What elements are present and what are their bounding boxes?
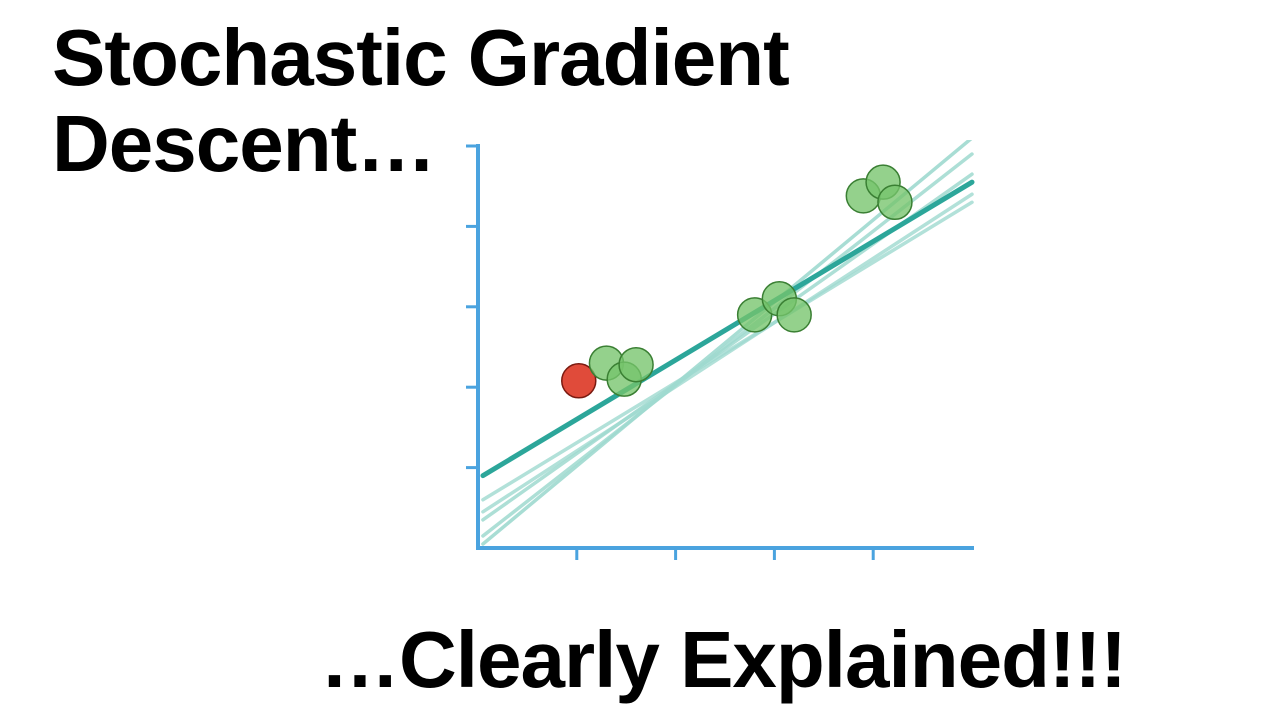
data-point xyxy=(777,298,811,332)
chart-svg xyxy=(432,140,992,580)
data-point xyxy=(878,185,912,219)
page-title-bottom: …Clearly Explained!!! xyxy=(320,618,1126,702)
sgd-chart xyxy=(432,140,992,580)
data-point xyxy=(619,348,653,382)
